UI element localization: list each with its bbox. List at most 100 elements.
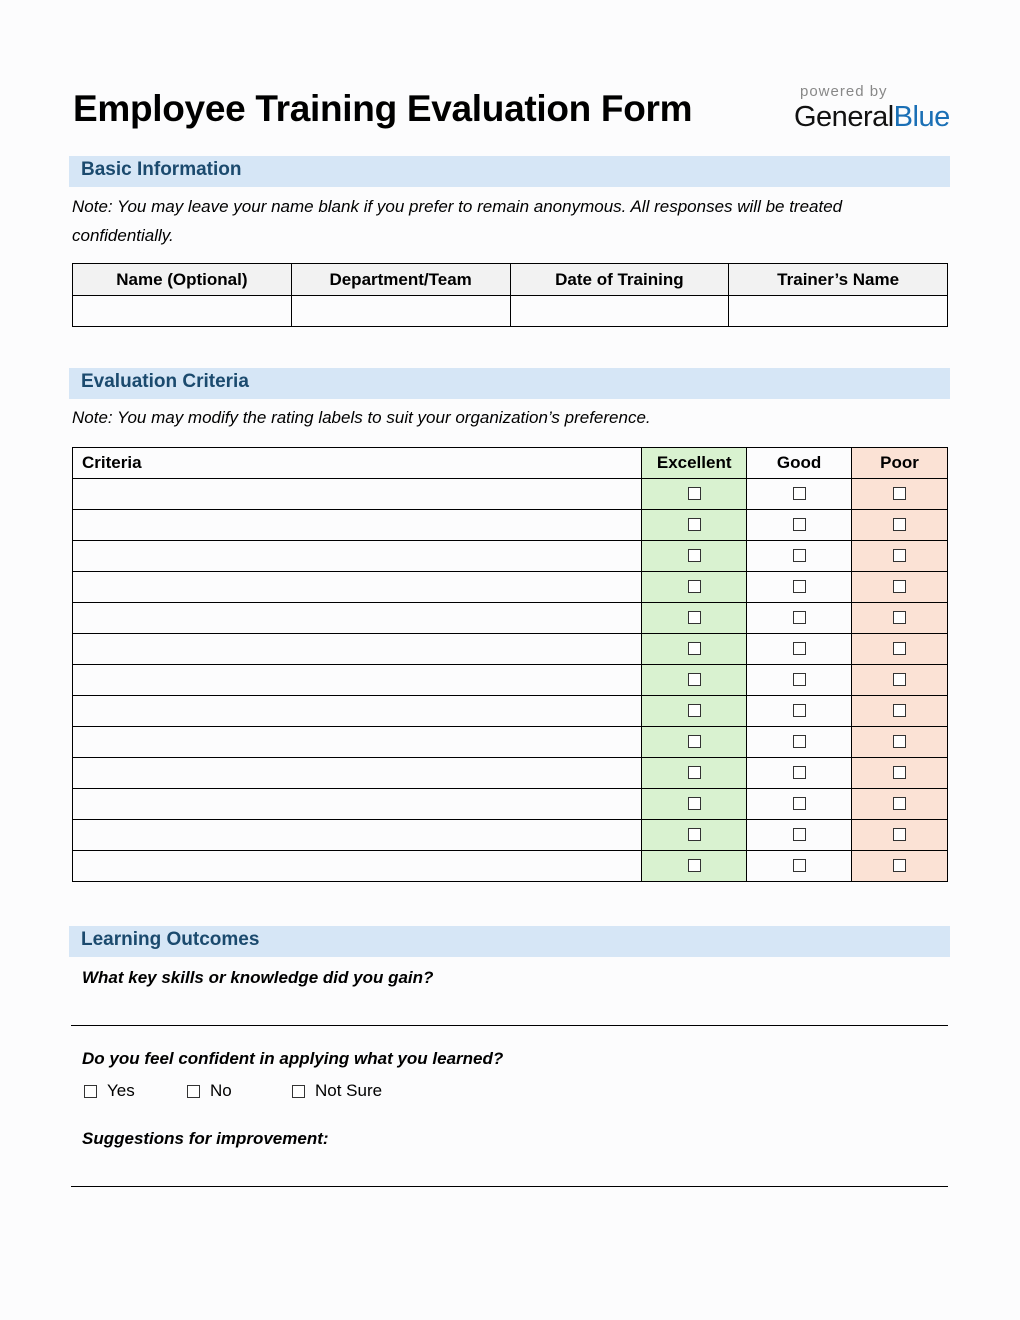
checkbox-icon[interactable] [893,487,907,501]
checkbox-icon[interactable] [893,828,907,842]
checkbox-icon[interactable] [792,766,806,780]
checkbox-icon[interactable] [687,797,701,811]
criteria-cell[interactable] [71,540,643,572]
checkbox-icon[interactable] [893,611,907,625]
checkbox-icon[interactable] [687,611,701,625]
checkbox-icon[interactable] [792,642,806,656]
col-excellent: Excellent [641,447,748,479]
option-not-sure[interactable]: Not Sure [292,1081,382,1101]
checkbox-icon[interactable] [792,611,806,625]
criteria-cell[interactable] [71,726,643,758]
criteria-cell[interactable] [71,478,643,510]
name-field[interactable] [72,295,292,327]
trainer-field[interactable] [728,295,948,327]
question-skills: What key skills or knowledge did you gai… [82,968,434,987]
criteria-cell[interactable] [71,571,643,603]
basic-note: Note: You may leave your name blank if y… [72,197,843,245]
criteria-cell[interactable] [71,664,643,696]
checkbox-icon[interactable] [792,797,806,811]
answer-line-suggestions[interactable] [71,1186,948,1187]
rating-excellent-cell [641,509,748,541]
rating-poor-cell [851,726,948,758]
criteria-cell[interactable] [71,602,643,634]
question-suggestions: Suggestions for improvement: [82,1129,329,1148]
checkbox-icon[interactable] [893,797,907,811]
checkbox-icon[interactable] [687,735,701,749]
rating-excellent-cell [641,819,748,851]
criteria-cell[interactable] [71,509,643,541]
criteria-cell[interactable] [71,788,643,820]
date-field[interactable] [509,295,730,327]
checkbox-icon[interactable] [187,1084,200,1098]
rating-excellent-cell [641,571,748,603]
rating-poor-cell [851,571,948,603]
checkbox-icon[interactable] [893,704,907,718]
checkbox-icon[interactable] [893,735,907,749]
rating-good-cell [746,850,853,882]
criteria-table: Criteria Excellent Good Poor [71,447,948,882]
rating-good-cell [746,726,853,758]
checkbox-icon[interactable] [792,828,806,842]
checkbox-icon[interactable] [292,1084,305,1098]
rating-poor-cell [851,695,948,727]
department-field[interactable] [290,295,511,327]
checkbox-icon[interactable] [687,642,701,656]
criteria-row [71,757,948,789]
rating-good-cell [746,788,853,820]
rating-poor-cell [851,819,948,851]
criteria-cell[interactable] [71,819,643,851]
checkbox-icon[interactable] [687,580,701,594]
checkbox-icon[interactable] [893,642,907,656]
checkbox-icon[interactable] [687,859,701,873]
option-no[interactable]: No [187,1081,232,1101]
rating-excellent-cell [641,850,748,882]
criteria-cell[interactable] [71,695,643,727]
rating-good-cell [746,664,853,696]
checkbox-icon[interactable] [893,549,907,563]
rating-good-cell [746,571,853,603]
rating-excellent-cell [641,664,748,696]
option-yes[interactable]: Yes [84,1081,135,1101]
rating-excellent-cell [641,478,748,510]
answer-line-skills[interactable] [71,1025,948,1026]
checkbox-icon[interactable] [792,549,806,563]
criteria-cell[interactable] [71,757,643,789]
checkbox-icon[interactable] [893,766,907,780]
checkbox-icon[interactable] [687,487,701,501]
checkbox-icon[interactable] [84,1084,97,1098]
criteria-cell[interactable] [71,850,643,882]
checkbox-icon[interactable] [687,828,701,842]
rating-excellent-cell [641,602,748,634]
checkbox-icon[interactable] [792,518,806,532]
checkbox-icon[interactable] [893,518,907,532]
checkbox-icon[interactable] [687,704,701,718]
criteria-row [71,509,948,541]
checkbox-icon[interactable] [792,704,806,718]
criteria-row [71,726,948,758]
criteria-row [71,571,948,603]
rating-excellent-cell [641,757,748,789]
rating-good-cell [746,602,853,634]
rating-good-cell [746,478,853,510]
rating-good-cell [746,633,853,665]
checkbox-icon[interactable] [893,673,907,687]
checkbox-icon[interactable] [687,766,701,780]
checkbox-icon[interactable] [792,859,806,873]
rating-poor-cell [851,850,948,882]
rating-excellent-cell [641,726,748,758]
checkbox-icon[interactable] [893,859,907,873]
criteria-row [71,478,948,510]
checkbox-icon[interactable] [893,580,907,594]
checkbox-icon[interactable] [687,549,701,563]
checkbox-icon[interactable] [792,580,806,594]
criteria-cell[interactable] [71,633,643,665]
rating-poor-cell [851,509,948,541]
checkbox-icon[interactable] [792,487,806,501]
checkbox-icon[interactable] [792,673,806,687]
checkbox-icon[interactable] [792,735,806,749]
rating-good-cell [746,695,853,727]
criteria-row [71,695,948,727]
checkbox-icon[interactable] [687,673,701,687]
checkbox-icon[interactable] [687,518,701,532]
rating-poor-cell [851,757,948,789]
